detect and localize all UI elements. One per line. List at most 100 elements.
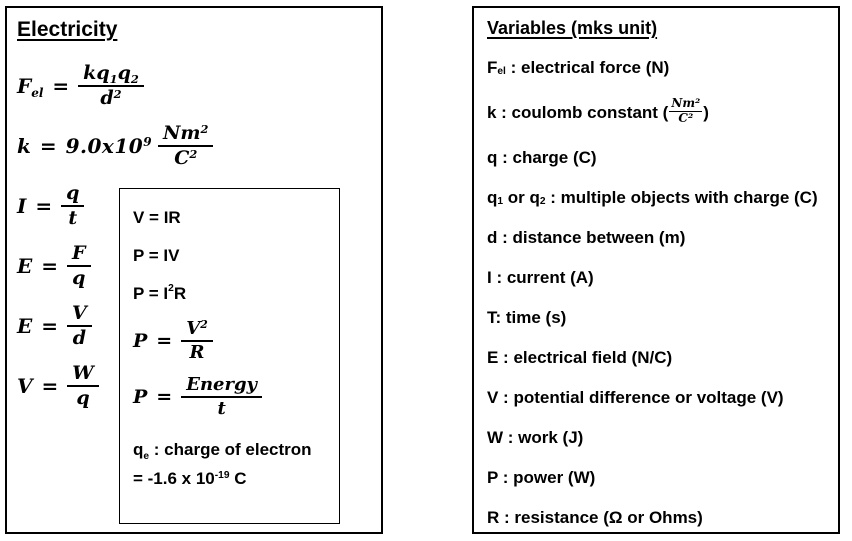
equals-sign: = [41, 254, 59, 278]
formula-line: V = IR [133, 199, 339, 237]
text-segment: : charge of electron [149, 440, 312, 459]
variable-item: E : electrical field (N/C) [487, 338, 838, 378]
formula-lhs: V [17, 374, 33, 398]
sup-text: 2 [189, 146, 198, 161]
text-segment: P [133, 330, 148, 352]
text-segment: R [189, 342, 205, 363]
equals-sign: = [156, 330, 173, 352]
text-segment: = -1.6 x 10 [133, 469, 215, 488]
formula-row: P = Energy t [133, 369, 339, 425]
sub-text: 1 [497, 196, 504, 208]
text-segment: V : potential difference or voltage (V) [487, 388, 784, 407]
sub-text: 2 [130, 72, 139, 87]
text-segment: I [17, 194, 27, 218]
text-segment: R [173, 284, 187, 303]
fraction-numerator: V [67, 302, 92, 327]
text-segment: kq [83, 62, 110, 85]
sup-text: -19 [214, 470, 230, 482]
sub-text: e [143, 450, 150, 462]
variable-item: R : resistance (Ω or Ohms) [487, 498, 838, 532]
text-segment: k [17, 134, 31, 158]
equals-sign: = [52, 74, 70, 98]
fraction-numerator: Nm2 [158, 121, 214, 147]
text-segment: t [68, 207, 78, 229]
variable-item: k : coulomb constant (Nm² C²) [487, 88, 838, 138]
fraction-numerator: Energy [181, 374, 263, 398]
text-segment: E : electrical field (N/C) [487, 348, 673, 367]
ohms-law-inner-box: V = IR P = IV P = I 2 R P = V2 R P = Energy t qe : ch… [119, 188, 340, 524]
fraction-denominator: d2 [95, 87, 126, 110]
text-segment: P = IV [133, 246, 180, 265]
variables-title: Variables (mks unit) [487, 18, 658, 38]
fraction-numerator: kq1q2 [78, 62, 144, 87]
text-segment: E [17, 254, 33, 278]
text-segment: V = IR [133, 208, 181, 227]
text-segment: C [229, 469, 247, 488]
text-segment: Energy [186, 374, 258, 396]
formula-line: P = IV [133, 237, 339, 275]
fraction-denominator: C² [678, 110, 694, 125]
text-segment: q [133, 440, 144, 459]
fraction-denominator: R [184, 342, 209, 364]
text-segment: P = I [133, 284, 169, 303]
formula-lhs: k [17, 134, 31, 158]
variable-item: P : power (W) [487, 458, 838, 498]
variable-item: d : distance between (m) [487, 218, 838, 258]
variable-item: W : work (J) [487, 418, 838, 458]
text-segment: T: time (s) [487, 308, 567, 327]
text-segment: d : distance between (m) [487, 228, 686, 247]
equals-sign: = [156, 386, 173, 408]
text-segment: q [66, 182, 80, 205]
sub-text: el [31, 86, 44, 101]
equals-sign: = [39, 134, 57, 158]
text-segment: V [186, 318, 201, 340]
text-segment: Nm [163, 122, 201, 145]
inline-fraction: Nm² C² [669, 95, 703, 126]
fraction-denominator: q [71, 387, 94, 410]
text-segment: C [174, 147, 190, 169]
text-segment: P [133, 386, 148, 408]
fraction-numerator: F [67, 242, 91, 267]
formula-lhs: I [17, 194, 26, 218]
fraction: V2 R [181, 318, 213, 364]
sup-text: 2 [200, 121, 209, 136]
text-segment: q : charge (C) [487, 148, 597, 167]
text-segment: d [72, 327, 87, 349]
text-segment: W [72, 362, 94, 385]
sub-text: 2 [539, 196, 546, 208]
text-segment: F [72, 242, 86, 265]
formula-lhs: P [133, 330, 147, 352]
text-segment: ) [703, 103, 709, 122]
text-segment: q [72, 267, 86, 289]
equals-sign: = [41, 374, 59, 398]
fraction-numerator: W [67, 362, 99, 387]
variable-item: I : current (A) [487, 258, 838, 298]
sup-text: 2 [113, 86, 122, 101]
variable-item: V : potential difference or voltage (V) [487, 378, 838, 418]
text-segment: W : work (J) [487, 428, 584, 447]
fraction: Nm2 C2 [158, 121, 214, 170]
note-line: = -1.6 x 10-19 C [133, 466, 339, 495]
text-segment: q [117, 62, 131, 85]
sub-text: 1 [109, 72, 118, 87]
coefficient: 9.0x109 [66, 134, 152, 158]
sup-text: 2 [200, 318, 208, 332]
fraction-denominator: q [67, 267, 90, 290]
text-segment: P : power (W) [487, 468, 596, 487]
fraction-denominator: d [68, 327, 91, 350]
formula-row: P = V2 R [133, 313, 339, 369]
sub-text: el [497, 66, 506, 78]
text-segment: or q [503, 188, 540, 207]
fraction-numerator: Nm² [669, 95, 703, 112]
text-segment: : multiple objects with charge (C) [545, 188, 818, 207]
fraction-denominator: C2 [169, 147, 202, 170]
